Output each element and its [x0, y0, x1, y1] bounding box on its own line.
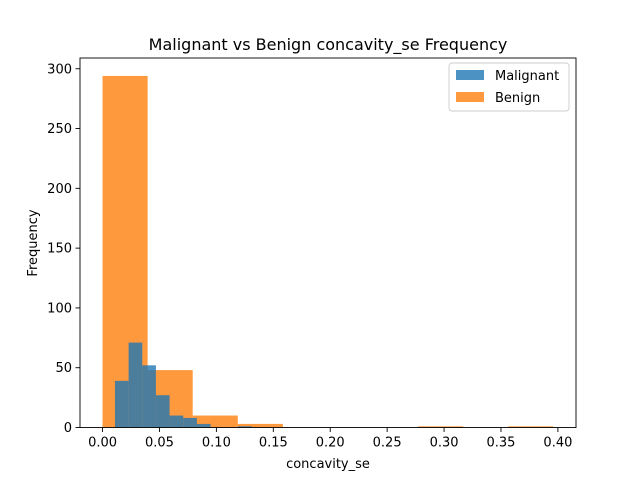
malignant-bar: [237, 426, 252, 428]
y-axis-title: Frequency: [26, 209, 41, 276]
x-tick-label: 0.00: [88, 436, 117, 451]
plot-frame: [79, 57, 577, 428]
y-tick-label: 150: [47, 242, 72, 257]
legend: Malignant Benign: [448, 62, 570, 112]
y-axis-ticks: 0 50 100 150 200 250 300: [47, 62, 80, 436]
x-tick-label: 0.10: [202, 436, 231, 451]
x-tick-label: 0.20: [316, 436, 345, 451]
x-axis-ticks: 0.00 0.05 0.10 0.15 0.20 0.25 0.30 0.35 0.40: [88, 427, 572, 451]
malignant-bar: [142, 365, 156, 428]
y-tick-label: 300: [47, 62, 72, 77]
y-tick-label: 0: [64, 421, 72, 436]
legend-label-malignant: Malignant: [495, 69, 559, 84]
x-axis-title: concavity_se: [286, 457, 370, 472]
y-tick-label: 200: [47, 182, 72, 197]
benign-bar: [192, 415, 238, 428]
x-tick-label: 0.40: [543, 436, 572, 451]
malignant-bar: [114, 380, 129, 428]
malignant-bar: [155, 395, 170, 428]
legend-label-benign: Benign: [495, 91, 540, 106]
x-tick-label: 0.30: [430, 436, 459, 451]
malignant-bars: [114, 342, 252, 428]
y-tick-label: 100: [47, 301, 72, 316]
x-tick-label: 0.25: [373, 436, 402, 451]
malignant-bar: [183, 417, 197, 428]
malignant-bar: [169, 415, 184, 428]
benign-bar: [418, 426, 464, 428]
x-tick-label: 0.35: [487, 436, 516, 451]
x-tick-label: 0.05: [145, 436, 174, 451]
chart-title: Malignant vs Benign concavity_se Frequen…: [149, 35, 508, 55]
legend-swatch-benign: [456, 92, 484, 102]
x-tick-label: 0.15: [259, 436, 288, 451]
benign-bar: [237, 423, 283, 428]
y-tick-label: 50: [55, 361, 72, 376]
benign-bar: [508, 426, 554, 428]
legend-swatch-malignant: [456, 70, 484, 80]
malignant-bar: [196, 423, 211, 428]
malignant-bar: [128, 342, 143, 428]
y-tick-label: 250: [47, 122, 72, 137]
